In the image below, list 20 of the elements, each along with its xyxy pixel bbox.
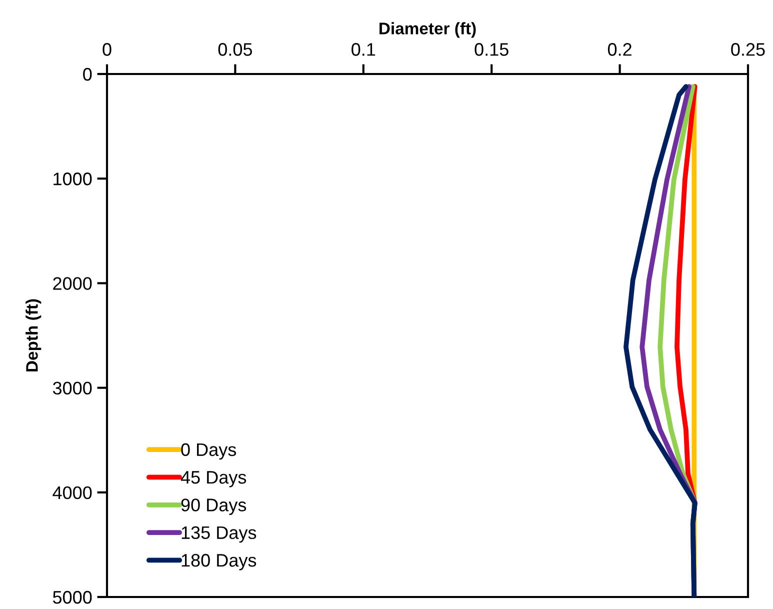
x-tick-label: 0	[102, 43, 112, 56]
y-axis-title: Depth (ft)	[26, 299, 42, 372]
y-tick-label: 2000	[53, 277, 92, 290]
legend-label: 0 Days	[181, 443, 236, 460]
x-tick-label: 0.2	[608, 43, 632, 56]
legend-label: 135 Days	[182, 526, 256, 543]
x-tick-label: 0.25	[731, 43, 765, 56]
y-tick-label: 5000	[52, 590, 92, 604]
legend-label: 45 Days	[180, 471, 246, 488]
legend-label: 180 Days	[182, 554, 256, 570]
y-tick-label: 0	[83, 68, 92, 81]
line-series	[624, 84, 698, 597]
y-tick-label: 3000	[52, 382, 92, 395]
legend-label: 90 Days	[181, 498, 246, 515]
x-tick-label: 0.1	[352, 43, 376, 56]
x-tick-label: 0.05	[218, 43, 252, 56]
x-tick-label: 0.15	[474, 43, 508, 56]
y-tick-label: 4000	[52, 486, 92, 500]
y-tick-label: 1000	[54, 172, 92, 186]
x-axis-title: Diameter (ft)	[380, 22, 476, 38]
